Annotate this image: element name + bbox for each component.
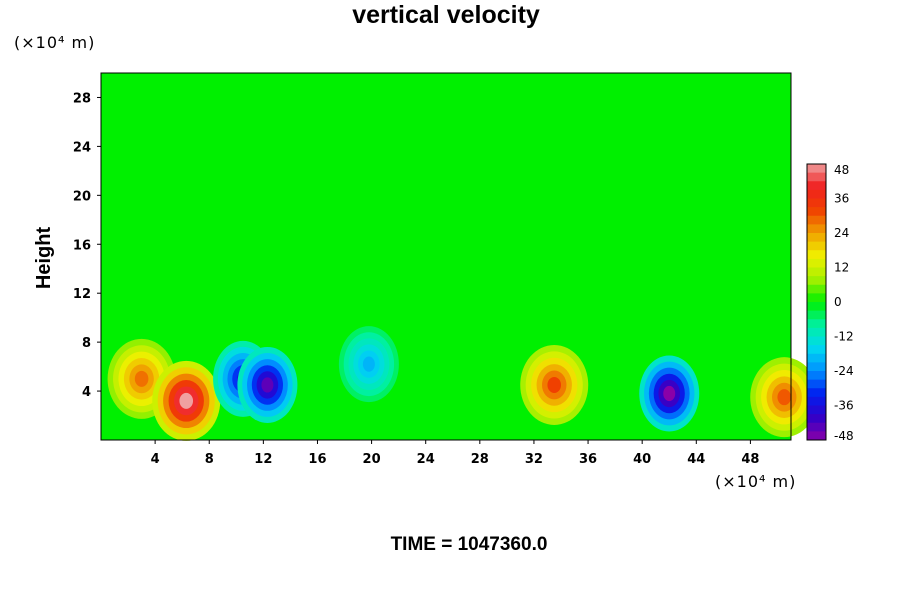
feature-contour	[134, 370, 149, 387]
colorbar-band	[807, 431, 826, 441]
x-tick-label: 12	[254, 452, 272, 467]
colorbar-band	[807, 172, 826, 182]
chart-title: vertical velocity	[352, 1, 540, 29]
x-tick-label: 20	[363, 452, 381, 467]
colorbar-band	[807, 267, 826, 277]
colorbar-band	[807, 302, 826, 312]
colorbar-band	[807, 345, 826, 355]
heatmap-blobs	[107, 326, 819, 441]
x-tick-label: 28	[471, 452, 489, 467]
x-tick-label: 16	[308, 452, 326, 467]
colorbar-band	[807, 310, 826, 320]
y-tick-label: 24	[73, 140, 91, 155]
colorbar-tick-label: -24	[834, 364, 854, 378]
colorbar-band	[807, 284, 826, 294]
colorbar-band	[807, 276, 826, 286]
colorbar-band	[807, 319, 826, 329]
x-tick-label: 8	[205, 452, 214, 467]
colorbar-band	[807, 353, 826, 363]
y-tick-label: 16	[73, 238, 91, 253]
feature-contour	[261, 377, 274, 393]
colorbar-tick-label: 48	[834, 163, 849, 177]
colorbar-band	[807, 250, 826, 260]
colorbar-band	[807, 414, 826, 424]
y-tick-label: 20	[73, 189, 91, 204]
x-tick-label: 32	[525, 452, 543, 467]
colorbar-band	[807, 215, 826, 225]
colorbar-tick-label: 24	[834, 226, 849, 240]
time-label: TIME = 1047360.0	[391, 534, 548, 555]
y-axis-label: Height	[33, 227, 55, 290]
colorbar-band	[807, 258, 826, 268]
x-axis-unit: (×10⁴ m)	[715, 472, 796, 491]
colorbar-band	[807, 327, 826, 337]
colorbar-band	[807, 224, 826, 234]
feature-contour	[547, 376, 562, 393]
colorbar-band	[807, 388, 826, 398]
colorbar-frame	[806, 163, 827, 441]
plot-frame	[100, 72, 792, 441]
feature-contour	[362, 356, 375, 372]
colorbar-tick-label: -12	[834, 330, 854, 344]
x-tick-label: 36	[579, 452, 597, 467]
y-tick-label: 4	[82, 385, 91, 400]
colorbar-tick-label: 0	[834, 295, 842, 309]
x-tick-label: 44	[687, 452, 705, 467]
y-axis-ticks: 4 8 12 16 20 24 28	[73, 91, 101, 400]
colorbar-tick-label: 36	[834, 192, 849, 206]
colorbar-band	[807, 164, 826, 174]
feature-contour	[777, 389, 792, 406]
colorbar-band	[807, 198, 826, 208]
x-axis-ticks: 4 8 12 16 20 24 28 32 36 40 44 48	[151, 440, 759, 467]
feature-updraft-7	[750, 357, 819, 438]
x-tick-label: 4	[151, 452, 160, 467]
x-tick-label: 40	[633, 452, 651, 467]
colorbar-tick-label: -48	[834, 429, 854, 443]
y-tick-label: 28	[73, 91, 91, 106]
feature-updraft-5	[520, 344, 589, 425]
colorbar-band	[807, 233, 826, 243]
colorbar-band	[807, 405, 826, 415]
feature-downdraft-4	[338, 326, 399, 403]
colorbar-band	[807, 371, 826, 381]
colorbar-band	[807, 336, 826, 346]
colorbar-band	[807, 362, 826, 372]
colorbar-band	[807, 396, 826, 406]
feature-contour	[179, 392, 194, 409]
x-tick-label: 24	[417, 452, 435, 467]
colorbar-band	[807, 189, 826, 199]
colorbar-band	[807, 181, 826, 191]
feature-updraft-1	[152, 360, 221, 441]
colorbar-band	[807, 207, 826, 217]
colorbar-bands	[807, 164, 826, 441]
y-axis-unit: (×10⁴ m)	[14, 33, 95, 52]
heatmap-field	[101, 73, 819, 441]
colorbar: 48 36 24 12 0 -12 -24 -36 -48	[806, 163, 854, 443]
colorbar-band	[807, 293, 826, 303]
feature-downdraft-6	[639, 355, 700, 432]
colorbar-tick-label: -36	[834, 399, 854, 413]
y-tick-label: 12	[73, 287, 91, 302]
colorbar-tick-label: 12	[834, 261, 849, 275]
colorbar-ticks: 48 36 24 12 0 -12 -24 -36 -48	[834, 163, 854, 443]
feature-contour	[663, 385, 676, 402]
colorbar-band	[807, 422, 826, 432]
x-tick-label: 48	[741, 452, 759, 467]
colorbar-band	[807, 379, 826, 389]
colorbar-band	[807, 241, 826, 251]
feature-downdraft-3	[237, 346, 298, 423]
y-tick-label: 8	[82, 336, 91, 351]
